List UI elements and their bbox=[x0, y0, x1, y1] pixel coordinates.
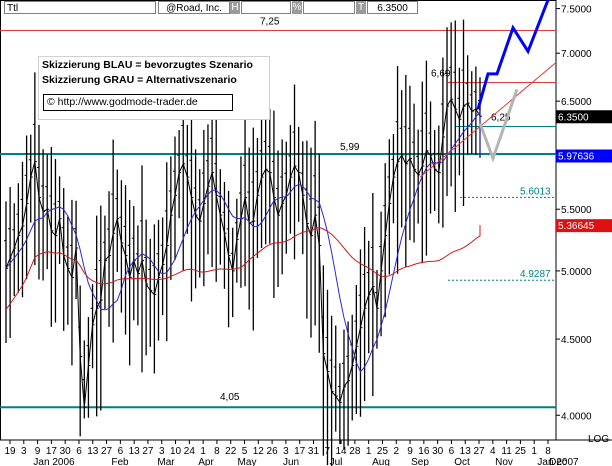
x-tick-label-12: 10 bbox=[170, 446, 182, 457]
x-tick-label-25: 28 bbox=[349, 446, 361, 457]
y-tick-label-6: 7.0000 bbox=[561, 49, 592, 60]
x-tick-label-27: 25 bbox=[377, 446, 389, 457]
level-label-5: 4.9287 bbox=[520, 269, 551, 280]
legend-grey-scenario: Skizzierung GRAU = Alternativszenario bbox=[42, 74, 237, 86]
x-tick-label-37: 25 bbox=[515, 446, 527, 457]
ticker-name: @Road, Inc. bbox=[166, 3, 222, 14]
tag-percent[interactable]: % bbox=[292, 1, 302, 14]
x-month-label-8: Sep bbox=[411, 457, 429, 466]
x-tick-label-36: 11 bbox=[501, 446, 512, 457]
level-label-2: 6,25 bbox=[491, 113, 511, 124]
x-month-label-6: Jul bbox=[330, 457, 343, 466]
x-tick-label-33: 13 bbox=[460, 446, 472, 457]
log-scale-label[interactable]: LOG bbox=[588, 434, 610, 445]
x-tick-label-6: 13 bbox=[87, 446, 99, 457]
y-tick-label-1: 4.5000 bbox=[561, 335, 592, 346]
x-tick-label-18: 12 bbox=[253, 446, 265, 457]
x-month-label-3: Apr bbox=[198, 457, 214, 466]
tag-h[interactable]: H bbox=[230, 1, 240, 14]
price-line bbox=[5, 98, 481, 408]
x-tick-label-32: 6 bbox=[449, 446, 455, 457]
legend-box: Skizzierung BLAU = bevorzugtes Szenario … bbox=[38, 56, 270, 120]
x-month-label-2: Mar bbox=[157, 457, 175, 466]
price-tag-bg-2 bbox=[556, 219, 612, 233]
sma-long-line bbox=[5, 225, 481, 310]
scenario-blue-path bbox=[476, 0, 550, 110]
x-month-label-0: Jan 2006 bbox=[33, 457, 75, 466]
source-url-text: http://www.godmode-trader.de bbox=[57, 96, 198, 108]
x-month-label-10: Nov bbox=[495, 457, 513, 466]
x-tick-label-7: 27 bbox=[101, 446, 113, 457]
x-tick-label-23: 7 bbox=[325, 446, 331, 457]
x-tick-label-39: 8 bbox=[545, 446, 551, 457]
x-tick-label-14: 1 bbox=[200, 446, 206, 457]
x-month-label-7: Aug bbox=[372, 457, 390, 466]
x-tick-label-29: 9 bbox=[407, 446, 413, 457]
x-tick-label-8: 6 bbox=[118, 446, 124, 457]
x-month-label-12: Jan 2007 bbox=[537, 457, 579, 466]
x-month-label-9: Oct bbox=[454, 457, 470, 466]
price-tag-0: 6.3500 bbox=[558, 112, 589, 123]
level-label-0: 7,25 bbox=[260, 17, 280, 28]
title-field-text: Ttl bbox=[7, 3, 19, 14]
level-label-4: 5.6013 bbox=[520, 186, 551, 197]
y-tick-label-5: 6.5000 bbox=[561, 97, 592, 108]
x-tick-label-11: 3 bbox=[159, 446, 165, 457]
price-tag-1: 5.97636 bbox=[558, 151, 595, 162]
x-tick-label-34: 27 bbox=[473, 446, 485, 457]
percent-field[interactable] bbox=[303, 1, 355, 14]
y-tick-label-7: 7.5000 bbox=[561, 5, 592, 16]
x-tick-label-38: 1 bbox=[531, 446, 537, 457]
h-field[interactable] bbox=[241, 1, 291, 14]
x-tick-label-21: 17 bbox=[294, 446, 306, 457]
x-tick-label-22: 31 bbox=[308, 446, 320, 457]
x-tick-label-35: 4 bbox=[490, 446, 496, 457]
tag-t[interactable]: T bbox=[356, 1, 366, 14]
copyright-icon: © bbox=[47, 96, 55, 108]
x-tick-label-15: 8 bbox=[214, 446, 220, 457]
x-month-label-1: Feb bbox=[111, 457, 129, 466]
y-tick-label-3: 5.5000 bbox=[561, 205, 592, 216]
title-field[interactable]: Ttl bbox=[4, 1, 156, 14]
last-value-field[interactable]: 6.3500 bbox=[367, 1, 418, 14]
y-tick-label-2: 5.0000 bbox=[561, 267, 592, 278]
last-value-text: 6.3500 bbox=[377, 3, 408, 14]
trendline-support bbox=[419, 62, 557, 178]
ticker-field[interactable]: @Road, Inc. bbox=[158, 1, 230, 14]
x-tick-label-31: 30 bbox=[432, 446, 444, 457]
x-tick-label-13: 24 bbox=[184, 446, 196, 457]
x-tick-label-26: 1 bbox=[366, 446, 372, 457]
x-tick-label-20: 3 bbox=[283, 446, 289, 457]
y-tick-label-0: 4.0000 bbox=[561, 411, 592, 422]
x-month-label-4: May bbox=[238, 457, 257, 466]
price-tag-2: 5.36645 bbox=[558, 221, 595, 232]
x-tick-label-17: 5 bbox=[242, 446, 248, 457]
x-tick-label-4: 30 bbox=[60, 446, 72, 457]
x-tick-label-5: 6 bbox=[76, 446, 82, 457]
x-tick-label-10: 27 bbox=[142, 446, 154, 457]
x-tick-label-24: 14 bbox=[336, 446, 348, 457]
sma-short-line bbox=[5, 110, 481, 373]
legend-blue-scenario: Skizzierung BLAU = bevorzugtes Szenario bbox=[42, 59, 253, 71]
scenario-grey-path bbox=[478, 88, 519, 163]
x-tick-label-19: 26 bbox=[267, 446, 279, 457]
level-label-3: 5,99 bbox=[340, 142, 360, 153]
x-month-label-11: Dec bbox=[549, 457, 567, 466]
x-tick-label-1: 3 bbox=[21, 446, 27, 457]
x-tick-label-16: 22 bbox=[225, 446, 237, 457]
x-tick-label-3: 17 bbox=[46, 446, 58, 457]
source-url[interactable]: © http://www.godmode-trader.de bbox=[43, 94, 233, 111]
x-tick-label-0: 19 bbox=[4, 446, 16, 457]
x-tick-label-28: 2 bbox=[393, 446, 399, 457]
x-month-label-5: Jun bbox=[283, 457, 299, 466]
level-label-1: 6,69 bbox=[431, 69, 451, 80]
x-tick-label-30: 16 bbox=[418, 446, 430, 457]
x-tick-label-9: 13 bbox=[129, 446, 141, 457]
x-tick-label-2: 9 bbox=[35, 446, 41, 457]
price-tag-bg-0 bbox=[556, 110, 612, 124]
price-tag-bg-1 bbox=[556, 149, 612, 163]
level-label-6: 4,05 bbox=[220, 392, 240, 403]
